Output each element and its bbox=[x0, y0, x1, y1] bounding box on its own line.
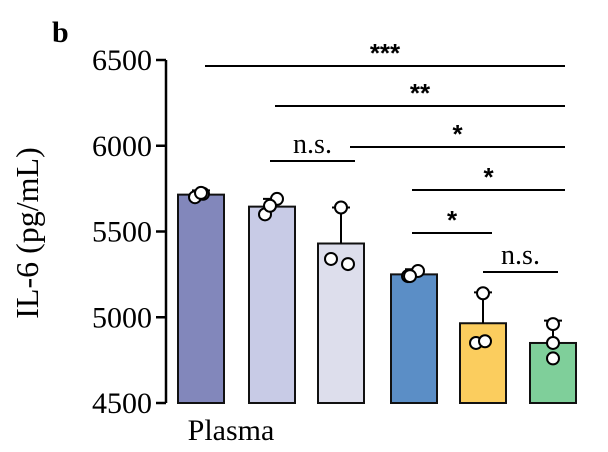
data-point bbox=[194, 185, 208, 200]
y-tick-label: 4500 bbox=[92, 387, 152, 420]
bar bbox=[177, 193, 225, 404]
data-point bbox=[546, 335, 560, 350]
significance-label: ** bbox=[410, 78, 431, 108]
data-point bbox=[403, 269, 417, 284]
y-axis: 4500 5000 5500 6000 6500 bbox=[92, 44, 168, 420]
panel-label: b bbox=[52, 16, 69, 49]
significance-label: n.s. bbox=[293, 129, 332, 160]
data-point bbox=[334, 200, 348, 215]
data-point bbox=[324, 251, 338, 266]
data-point bbox=[341, 257, 355, 272]
significance-group: ******n.s.**n.s. bbox=[205, 38, 565, 273]
y-axis-title: IL-6 (pg/mL) bbox=[9, 147, 45, 319]
data-point bbox=[478, 334, 492, 349]
bar bbox=[248, 205, 296, 404]
bar bbox=[390, 273, 438, 404]
data-point bbox=[546, 351, 560, 366]
significance-label: * bbox=[447, 205, 458, 235]
data-points-group bbox=[188, 185, 560, 366]
data-point bbox=[476, 286, 490, 301]
y-tick-label: 6000 bbox=[92, 130, 152, 163]
bar bbox=[317, 242, 365, 404]
data-point bbox=[263, 198, 277, 213]
y-tick-label: 6500 bbox=[92, 44, 152, 77]
bars-group bbox=[177, 193, 577, 405]
x-labels-group: Plasma bbox=[188, 414, 275, 447]
data-point bbox=[546, 317, 560, 332]
significance-label: *** bbox=[370, 38, 401, 68]
y-tick-label: 5000 bbox=[92, 301, 152, 334]
significance-label: * bbox=[452, 119, 463, 149]
significance-label: n.s. bbox=[501, 240, 540, 271]
significance-label: * bbox=[483, 162, 494, 192]
x-category-label: Plasma bbox=[188, 414, 275, 447]
y-tick-label: 5500 bbox=[92, 216, 152, 249]
